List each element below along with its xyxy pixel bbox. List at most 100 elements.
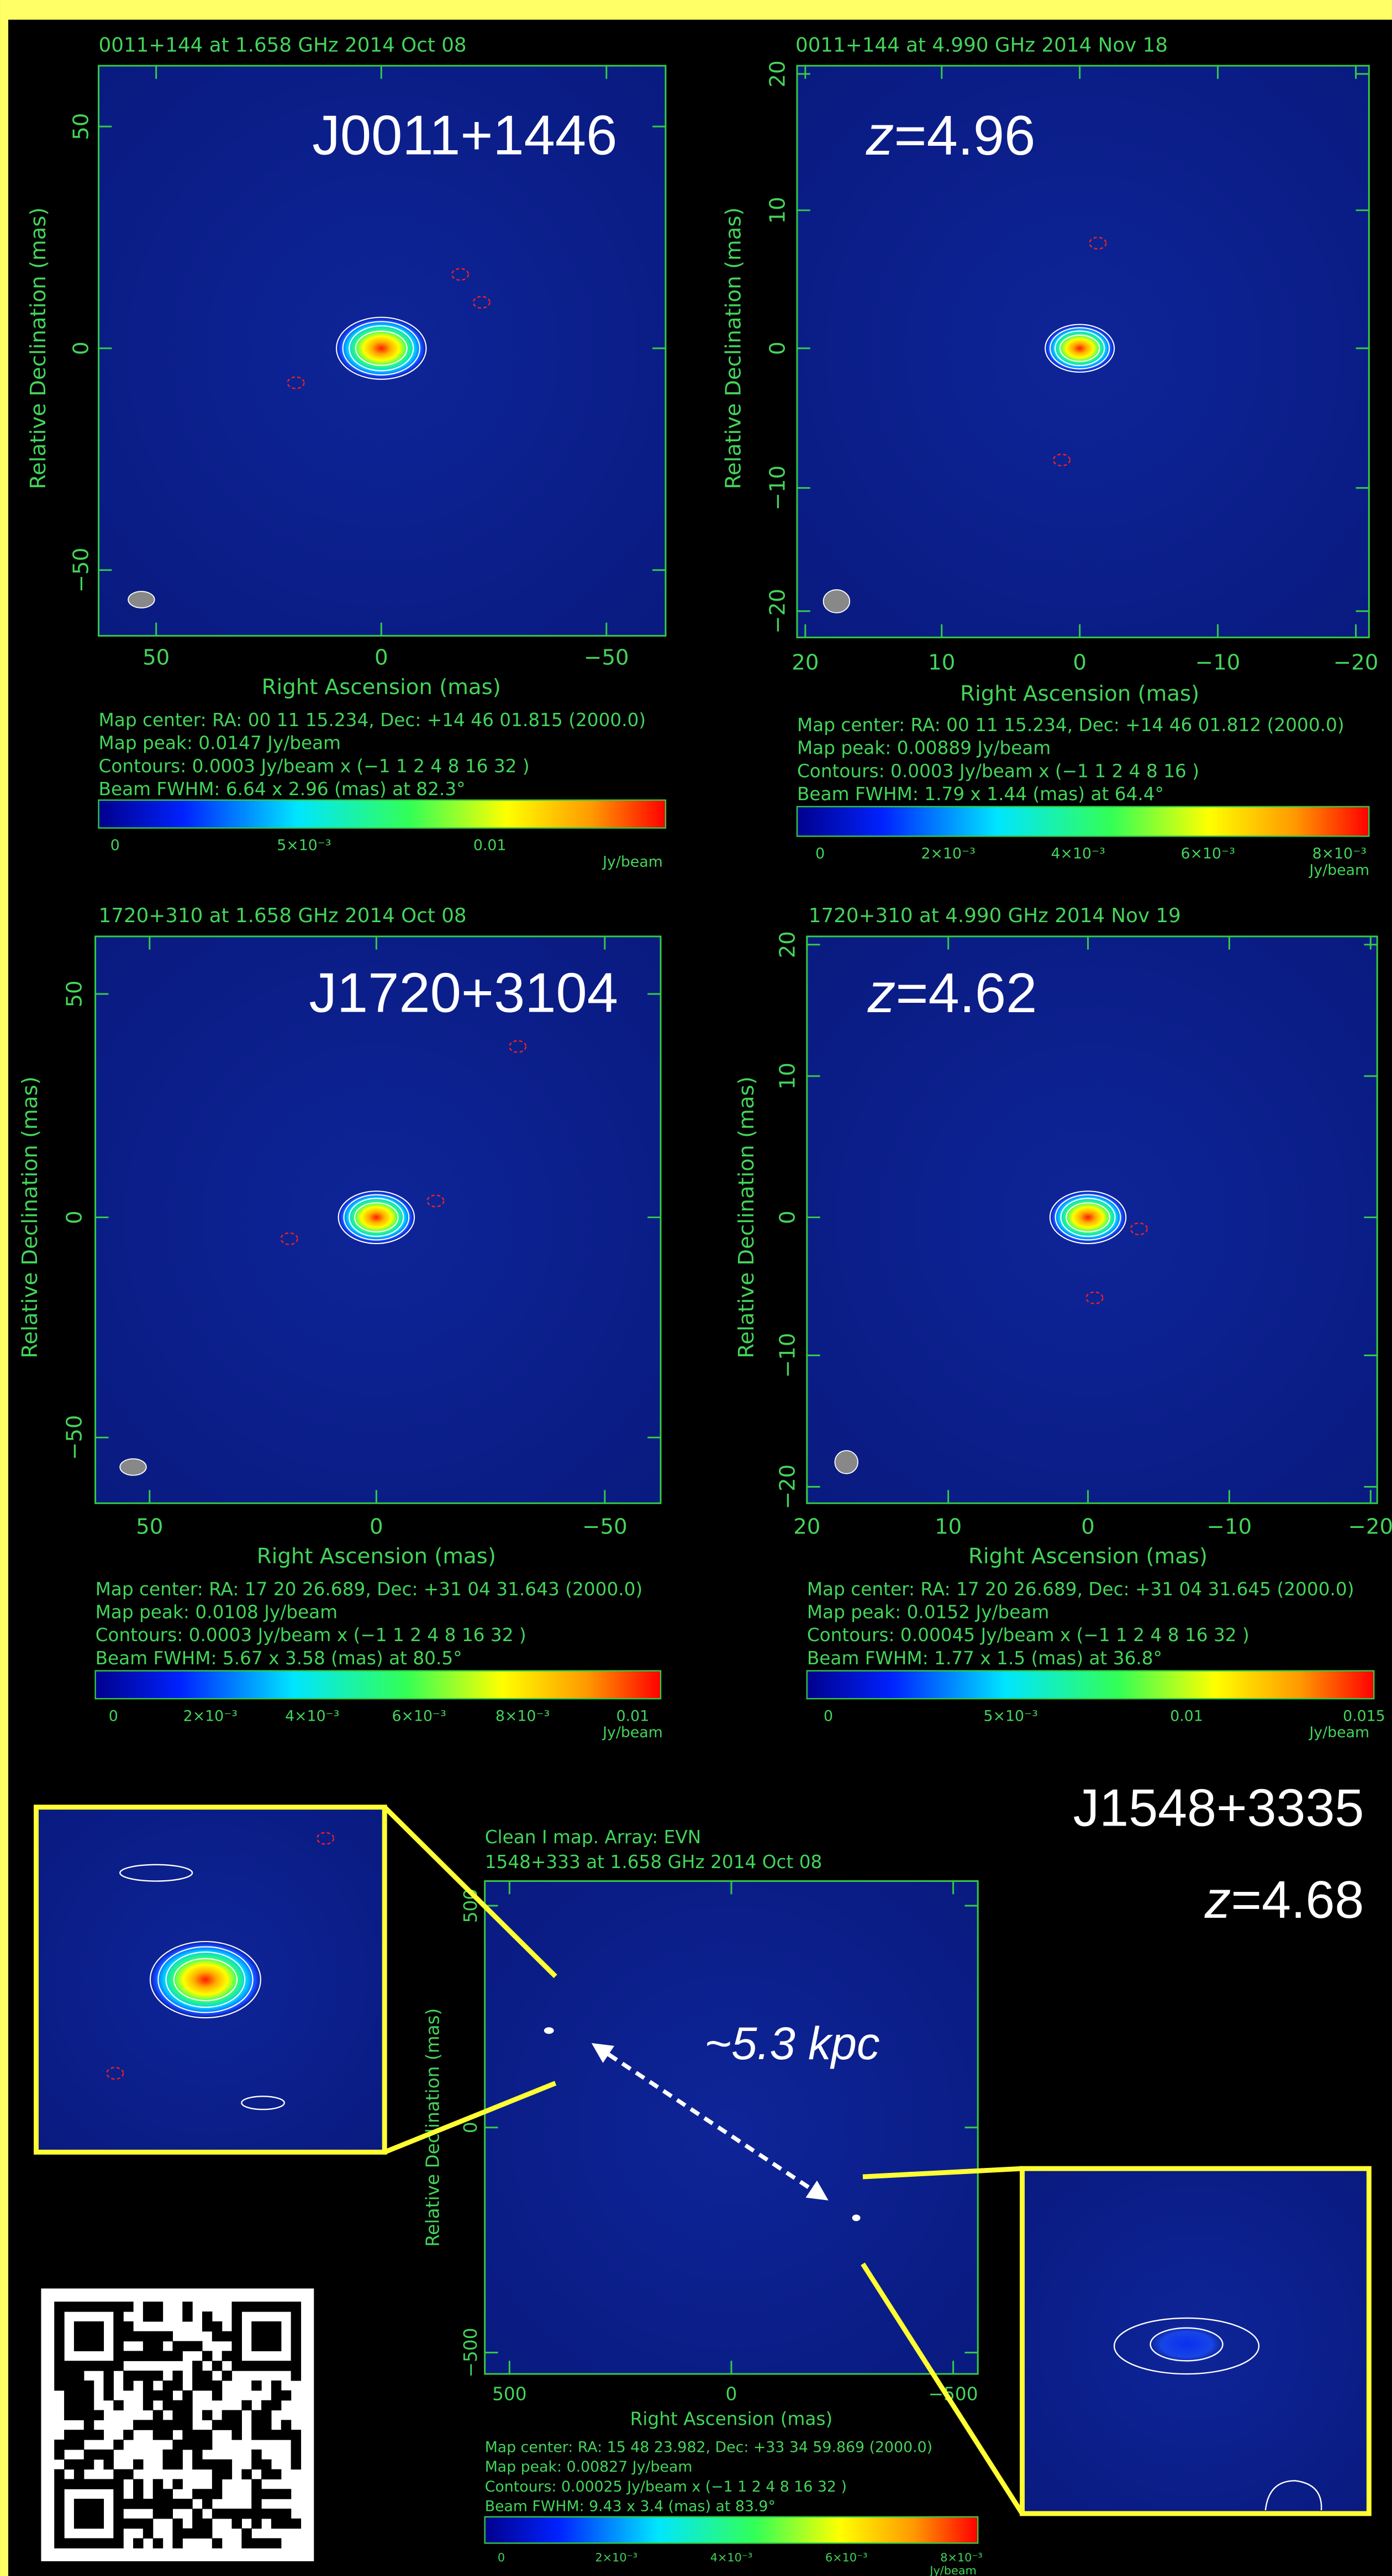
qr-module [251,2341,261,2351]
map-info: Map center: RA: 17 20 26.689, Dec: +31 0… [96,1579,643,1600]
qr-module [113,2341,123,2351]
map-info: Contours: 0.00045 Jy/beam x (−1 1 2 4 8 … [807,1625,1249,1646]
qr-module [202,2410,212,2420]
qr-module [182,2420,192,2430]
qr-module [241,2529,251,2538]
qr-module [163,2381,173,2390]
qr-module [113,2331,123,2341]
qr-module [202,2351,212,2361]
qr-module [103,2371,113,2381]
qr-module [241,2538,251,2548]
qr-module [202,2489,212,2499]
beam [120,1459,146,1475]
qr-module [103,2302,113,2311]
qr-module [113,2440,123,2450]
qr-module [113,2499,123,2509]
qr-module [172,2420,182,2430]
qr-module [94,2410,104,2420]
qr-module [281,2430,291,2440]
map-info: Beam FWHM: 9.43 x 3.4 (mas) at 83.9° [485,2498,776,2515]
qr-module [212,2469,222,2479]
qr-module [281,2509,291,2519]
qr-module [143,2371,153,2381]
qr-module [261,2410,271,2420]
y-tick-label: 20 [776,931,800,958]
redshift-symbol: z [866,104,894,167]
qr-module [153,2489,163,2499]
qr-module [172,2529,182,2538]
qr-module [113,2321,123,2331]
qr-module [232,2509,242,2519]
qr-module [94,2519,104,2529]
qr-module [153,2420,163,2430]
y-tick-label: −50 [68,548,93,593]
qr-module [54,2509,64,2519]
colorbar [96,1671,661,1699]
colorbar-tick-label: 0.01 [616,1708,650,1725]
x-tick-label: −50 [584,646,629,670]
qr-module [192,2341,202,2351]
qr-module [281,2302,291,2311]
qr-module [172,2519,182,2529]
qr-module [84,2479,94,2489]
qr-module [271,2519,281,2529]
x-tick-label: 10 [928,650,955,675]
map-info: Contours: 0.0003 Jy/beam x (−1 1 2 4 8 1… [96,1625,526,1646]
qr-module [84,2509,94,2519]
qr-module [291,2331,301,2341]
redshift-symbol: z [867,962,896,1024]
qr-module [202,2440,212,2450]
qr-module [54,2519,64,2529]
qr-module [64,2479,74,2489]
y-axis-label: Relative Declination (mas) [721,207,746,489]
qr-module [84,2361,94,2371]
qr-module [103,2479,113,2489]
qr-module [113,2361,123,2371]
map-info: Map peak: 0.00889 Jy/beam [797,738,1051,759]
qr-module [232,2311,242,2321]
qr-module [113,2509,123,2519]
colorbar-unit: Jy/beam [602,1724,663,1741]
x-axis-label: Right Ascension (mas) [257,1544,496,1569]
qr-module [64,2538,74,2548]
y-tick-label: 0 [460,2122,481,2133]
qr-module [271,2302,281,2311]
qr-module [251,2509,261,2519]
qr-module [232,2331,242,2341]
y-tick-label: −50 [62,1415,87,1460]
qr-module [84,2450,94,2459]
qr-module [143,2499,153,2509]
qr-module [103,2459,113,2469]
y-axis-label: Relative Declination (mas) [26,207,51,489]
qr-module [212,2361,222,2371]
qr-module [261,2509,271,2519]
map-info: Map peak: 0.00827 Jy/beam [485,2458,693,2476]
colorbar-tick-label: 0.01 [1170,1708,1203,1725]
qr-module [271,2400,281,2410]
qr-module [281,2519,291,2529]
qr-module [271,2321,281,2331]
qr-module [251,2489,261,2499]
qr-module [74,2341,84,2351]
qr-module [212,2390,222,2400]
beam [835,1451,858,1474]
qr-module [84,2400,94,2410]
qr-module [232,2361,242,2371]
qr-module [163,2499,173,2509]
qr-module [232,2341,242,2351]
map-info: Contours: 0.00025 Jy/beam x (−1 1 2 4 8 … [485,2478,847,2495]
qr-module [202,2321,212,2331]
qr-module [192,2440,202,2450]
qr-module [84,2381,94,2390]
qr-module [241,2361,251,2371]
qr-module [143,2311,153,2321]
qr-module [212,2420,222,2430]
qr-module [133,2459,143,2469]
qr-module [291,2361,301,2371]
redshift-value: =4.62 [895,962,1037,1024]
x-tick-label: −20 [1333,650,1379,675]
qr-module [153,2341,163,2351]
qr-module [271,2538,281,2548]
redshift-label: z=4.68 [1204,1871,1364,1929]
qr-module [64,2410,74,2420]
